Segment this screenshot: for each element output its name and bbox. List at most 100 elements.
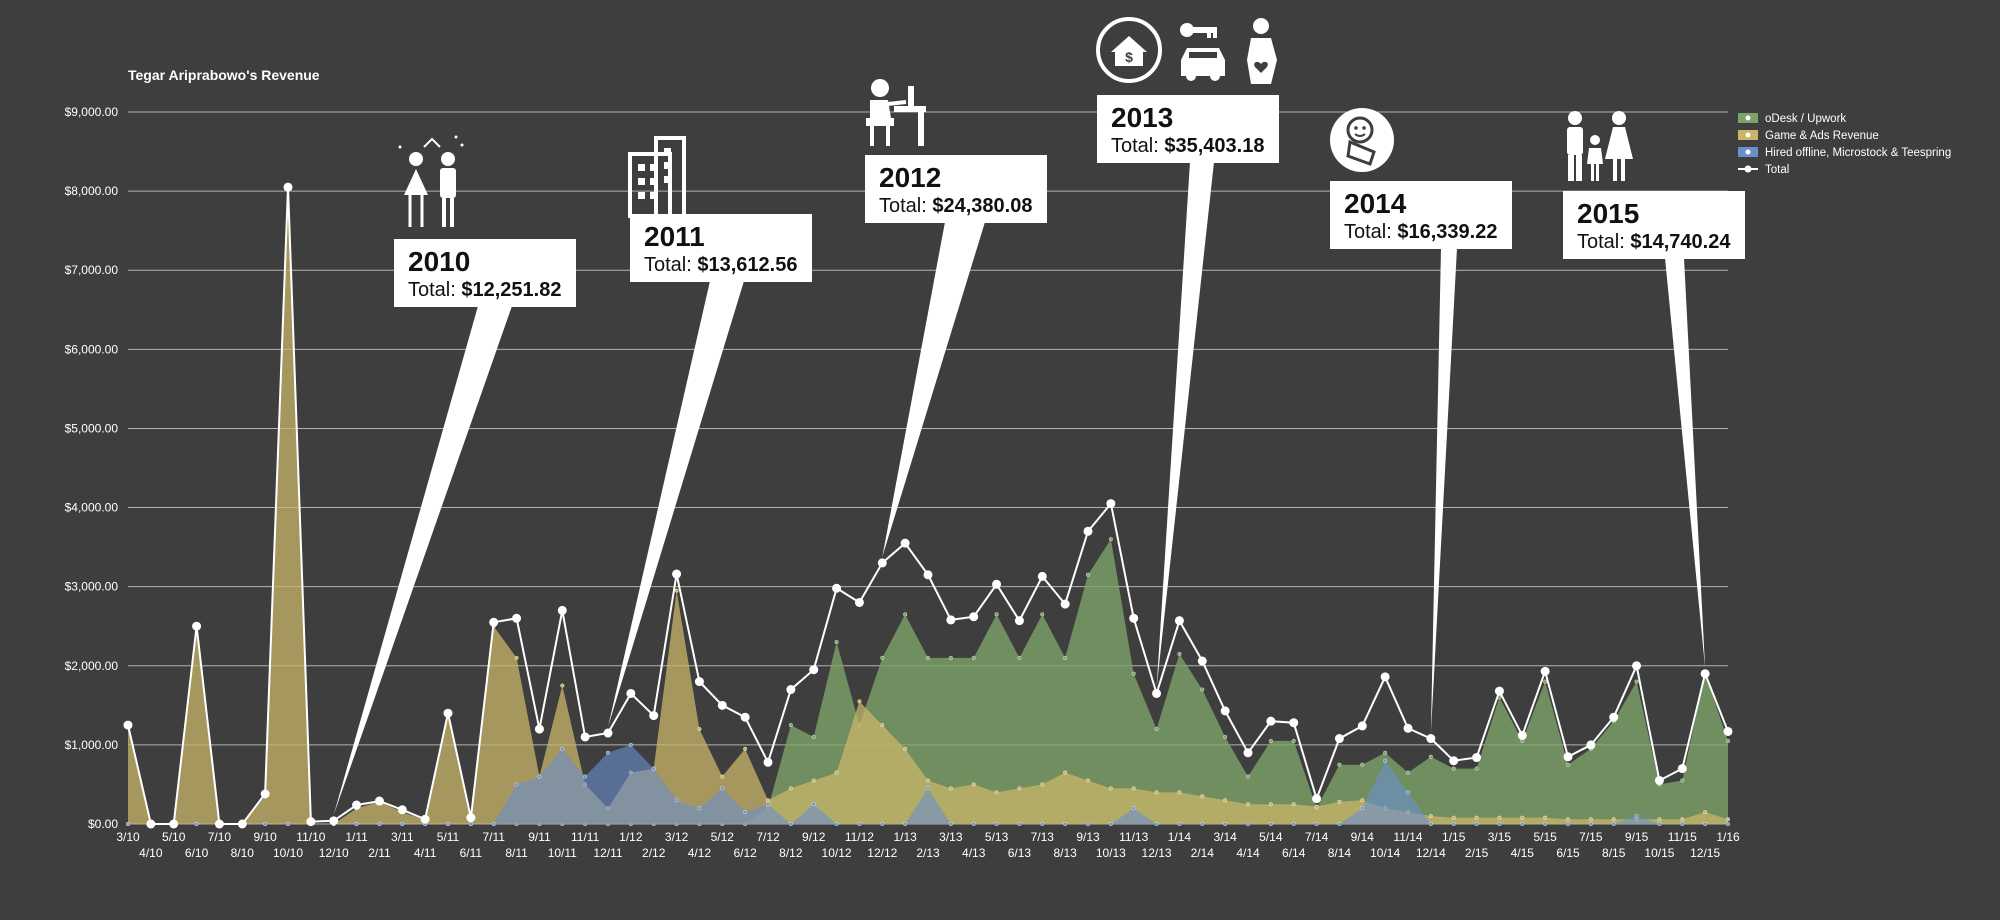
total-point xyxy=(717,700,727,710)
callout-total: Total: $35,403.18 xyxy=(1111,135,1265,157)
total-point xyxy=(1220,706,1230,716)
total-point xyxy=(1152,688,1162,698)
data-point xyxy=(720,774,725,779)
total-point xyxy=(1586,740,1596,750)
x-tick-label: 5/15 xyxy=(1533,830,1557,844)
data-point xyxy=(811,802,816,807)
data-point xyxy=(1703,810,1708,815)
data-point xyxy=(514,655,519,660)
total-point xyxy=(1632,661,1642,671)
x-tick-label: 10/15 xyxy=(1644,846,1674,860)
data-point xyxy=(1405,770,1410,775)
callout-2010: 2010 Total: $12,251.82 xyxy=(394,239,576,307)
data-point xyxy=(697,806,702,811)
y-tick-label: $0.00 xyxy=(88,817,118,831)
callout-total: Total: $13,612.56 xyxy=(644,254,798,276)
legend-label: Total xyxy=(1765,164,1789,176)
data-point xyxy=(1565,762,1570,767)
data-point xyxy=(1245,822,1250,827)
total-point xyxy=(397,805,407,815)
x-tick-label: 11/13 xyxy=(1119,830,1148,844)
x-tick-label: 11/10 xyxy=(296,830,325,844)
data-point xyxy=(1154,727,1159,732)
data-point xyxy=(1200,687,1205,692)
data-point xyxy=(903,746,908,751)
y-tick-label: $9,000.00 xyxy=(65,105,119,119)
data-point xyxy=(788,786,793,791)
y-tick-label: $8,000.00 xyxy=(65,184,119,198)
data-point xyxy=(1223,798,1228,803)
x-tick-label: 8/14 xyxy=(1328,846,1352,860)
y-tick-label: $4,000.00 xyxy=(65,501,119,515)
callout-total: Total: $24,380.08 xyxy=(879,195,1033,217)
callout-pointers xyxy=(333,162,1706,815)
x-tick-label: 8/10 xyxy=(231,846,255,860)
callout-2015: 2015 Total: $14,740.24 xyxy=(1563,191,1745,259)
x-tick-label: 3/14 xyxy=(1213,830,1237,844)
data-point xyxy=(1085,778,1090,783)
data-point xyxy=(446,822,451,827)
total-point xyxy=(1654,775,1664,785)
total-point xyxy=(374,796,384,806)
total-point xyxy=(1563,752,1573,762)
callout-total: Total: $16,339.22 xyxy=(1344,221,1498,243)
x-tick-label: 2/12 xyxy=(642,846,666,860)
total-point xyxy=(1494,686,1504,696)
total-point xyxy=(534,724,544,734)
data-point xyxy=(834,822,839,827)
data-point xyxy=(651,766,656,771)
data-point xyxy=(971,655,976,660)
x-tick-label: 10/13 xyxy=(1096,846,1126,860)
data-point xyxy=(1314,822,1319,827)
x-tick-label: 7/13 xyxy=(1031,830,1055,844)
data-point xyxy=(674,798,679,803)
total-point xyxy=(923,570,933,580)
data-point xyxy=(1451,815,1456,820)
data-point xyxy=(583,774,588,779)
data-point xyxy=(1634,814,1639,819)
data-point xyxy=(1680,817,1685,822)
x-tick-label: 6/13 xyxy=(1008,846,1032,860)
x-tick-label: 1/15 xyxy=(1442,830,1466,844)
data-point xyxy=(971,822,976,827)
x-tick-label: 10/10 xyxy=(273,846,303,860)
x-tick-label: 3/11 xyxy=(391,830,414,844)
data-point xyxy=(1131,806,1136,811)
callout-2012: 2012 Total: $24,380.08 xyxy=(865,155,1047,223)
x-tick-label: 11/11 xyxy=(571,830,600,844)
total-point xyxy=(969,612,979,622)
x-tick-label: 3/15 xyxy=(1488,830,1512,844)
total-point xyxy=(1357,721,1367,731)
x-tick-label: 8/13 xyxy=(1053,846,1077,860)
data-point xyxy=(377,822,382,827)
x-tick-label: 6/11 xyxy=(460,846,483,860)
data-point xyxy=(697,727,702,732)
data-point xyxy=(1497,815,1502,820)
x-tick-label: 10/11 xyxy=(548,846,577,860)
total-point xyxy=(1677,764,1687,774)
total-point xyxy=(1174,616,1184,626)
data-point xyxy=(1291,822,1296,827)
data-point xyxy=(1108,786,1113,791)
y-tick-label: $3,000.00 xyxy=(65,580,119,594)
total-point xyxy=(1312,794,1322,804)
total-point xyxy=(1403,723,1413,733)
x-tick-label: 7/15 xyxy=(1579,830,1603,844)
x-tick-label: 12/10 xyxy=(319,846,349,860)
data-point xyxy=(926,786,931,791)
total-point xyxy=(329,816,339,826)
x-tick-label: 5/14 xyxy=(1259,830,1283,844)
data-point xyxy=(1634,679,1639,684)
data-point xyxy=(857,699,862,704)
data-point xyxy=(1543,679,1548,684)
callout-year: 2011 xyxy=(644,221,705,252)
x-tick-label: 11/12 xyxy=(845,830,874,844)
data-point xyxy=(1040,782,1045,787)
x-tick-label: 1/11 xyxy=(345,830,368,844)
data-point xyxy=(948,786,953,791)
x-tick-label: 12/13 xyxy=(1142,846,1172,860)
data-point xyxy=(1177,790,1182,795)
y-tick-label: $6,000.00 xyxy=(65,342,119,356)
data-point xyxy=(628,742,633,747)
total-point xyxy=(1037,571,1047,581)
